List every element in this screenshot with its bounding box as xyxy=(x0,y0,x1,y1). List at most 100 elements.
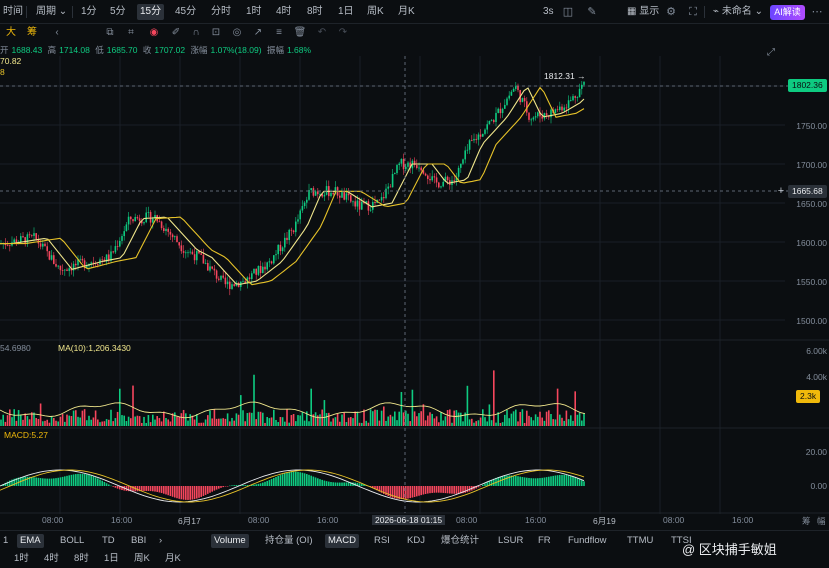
indicator-ttsi[interactable]: TTSI xyxy=(671,535,692,546)
ai-interpret-button[interactable]: AI解读 xyxy=(770,5,805,20)
interval-8h[interactable]: 8时 xyxy=(307,6,323,17)
macd-bar xyxy=(424,486,427,495)
indicator-volume[interactable]: Volume xyxy=(211,534,249,548)
close-label: 收 xyxy=(142,45,152,55)
indicator-oi[interactable]: 持仓量 (OI) xyxy=(265,535,313,546)
macd-bar xyxy=(53,478,55,486)
macd-bar xyxy=(79,473,81,486)
indicator-kdj[interactable]: KDJ xyxy=(407,535,425,546)
indicator-ttmu[interactable]: TTMU xyxy=(627,535,654,546)
period-dropdown[interactable]: 周期 ⌄ xyxy=(33,4,70,20)
candle-body xyxy=(440,186,442,188)
volume-bar xyxy=(460,412,462,426)
volume-bar xyxy=(138,416,141,426)
volume-bar xyxy=(248,412,251,426)
chip-tab[interactable]: 筹 xyxy=(802,516,811,526)
settings-icon[interactable]: ⚙ xyxy=(666,6,676,18)
macd-bar xyxy=(26,476,29,486)
time-label[interactable]: 时间 xyxy=(3,6,23,17)
macd-bar xyxy=(209,486,211,493)
indicator-lsur[interactable]: LSUR xyxy=(498,535,524,546)
indicator-ema[interactable]: EMA xyxy=(17,534,44,548)
volume-bar xyxy=(66,414,68,426)
indicator-rsi[interactable]: RSI xyxy=(374,535,390,546)
macd-bar xyxy=(581,480,583,486)
indicator-prefix[interactable]: 1 xyxy=(3,535,9,546)
interval-1h[interactable]: 1时 xyxy=(246,6,262,17)
bottom-interval-1d[interactable]: 1日 xyxy=(104,553,119,564)
interval-timeshare[interactable]: 分时 xyxy=(211,6,231,17)
bottom-interval-4h[interactable]: 4时 xyxy=(44,553,59,564)
volume-bar xyxy=(334,417,337,426)
indicator-boll[interactable]: BOLL xyxy=(60,535,85,546)
interval-5m[interactable]: 5分 xyxy=(110,6,126,17)
chip-mode-tag[interactable]: 筹 xyxy=(27,27,37,38)
more-icon[interactable]: ⋯ xyxy=(811,6,823,18)
candle-body xyxy=(477,134,480,140)
macd-bar xyxy=(229,485,231,487)
interval-1m[interactable]: 1分 xyxy=(81,6,97,17)
volume-bar xyxy=(116,411,119,426)
refresh-rate[interactable]: 3s xyxy=(543,6,554,17)
add-icon[interactable]: + xyxy=(777,185,785,197)
eye-icon[interactable]: ◎ xyxy=(232,27,242,38)
candle-body xyxy=(176,236,178,243)
interval-week[interactable]: 周K xyxy=(367,6,384,17)
macd-bar xyxy=(583,481,585,486)
macd-bar xyxy=(341,482,343,486)
indicator-bbi[interactable]: BBI xyxy=(131,535,147,546)
interval-4h[interactable]: 4时 xyxy=(276,6,292,17)
macd-bar xyxy=(97,478,99,486)
interval-15m[interactable]: 15分 xyxy=(137,4,165,20)
camera-icon[interactable]: ◫ xyxy=(562,6,574,18)
volume-bar xyxy=(332,418,334,426)
candle-body xyxy=(508,95,510,99)
alert-icon[interactable]: ◉ xyxy=(149,27,159,38)
indicator-macd[interactable]: MACD xyxy=(325,534,359,548)
copy-icon[interactable]: ⧉ xyxy=(106,27,114,38)
candle-body xyxy=(55,263,57,267)
bottom-interval-month[interactable]: 月K xyxy=(165,553,181,564)
bottom-interval-8h[interactable]: 8时 xyxy=(74,553,89,564)
chart-mode-tag[interactable]: 大 xyxy=(6,27,16,38)
display-button[interactable]: ▦ 显示 xyxy=(624,4,662,20)
fullscreen-icon[interactable]: ⛶ xyxy=(689,6,697,18)
interval-month[interactable]: 月K xyxy=(398,6,415,17)
redo-icon[interactable]: ↷ xyxy=(338,27,348,38)
candle-body xyxy=(303,202,306,207)
magnet-icon[interactable]: ∩ xyxy=(192,27,200,38)
macd-bar xyxy=(163,486,165,494)
amplitude-tab[interactable]: 幅 xyxy=(817,516,826,526)
bottom-interval-week[interactable]: 周K xyxy=(134,553,150,564)
lock-icon[interactable]: ⊡ xyxy=(211,27,221,38)
interval-1d[interactable]: 1日 xyxy=(338,6,354,17)
indicator-fundflow[interactable]: Fundflow xyxy=(568,535,607,546)
crop-icon[interactable]: ⌗ xyxy=(128,27,134,38)
measure-icon[interactable]: ↗ xyxy=(253,27,263,38)
macd-histogram xyxy=(0,471,585,500)
bottom-interval-1h[interactable]: 1时 xyxy=(14,553,29,564)
interval-45m[interactable]: 45分 xyxy=(175,6,197,17)
indicator-liquidation[interactable]: 爆仓统计 xyxy=(441,535,480,546)
brush-icon[interactable]: ✐ xyxy=(171,27,181,38)
expand-icon[interactable]: ⤢ xyxy=(767,47,775,58)
layout-dropdown[interactable]: ⌁ 未命名 ⌄ xyxy=(710,4,766,20)
trash-icon[interactable]: 🗑 xyxy=(293,27,307,38)
indicator-fr[interactable]: FR xyxy=(538,535,551,546)
undo-icon[interactable]: ↶ xyxy=(317,27,327,38)
collapse-icon[interactable]: ‹ xyxy=(55,27,59,38)
volume-bar xyxy=(50,416,53,426)
edit-icon[interactable]: ✎ xyxy=(587,6,597,18)
chevron-right-icon[interactable]: › xyxy=(159,535,163,546)
volume-bar xyxy=(259,411,262,426)
volume-bar xyxy=(112,421,114,426)
indicator-td[interactable]: TD xyxy=(102,535,115,546)
candle-body xyxy=(86,266,88,268)
layers-icon[interactable]: ≡ xyxy=(276,27,282,38)
candle-body xyxy=(532,117,535,120)
candle-body xyxy=(442,181,444,187)
macd-line xyxy=(0,469,585,503)
candle-body xyxy=(372,201,374,210)
volume-bar xyxy=(510,413,513,426)
